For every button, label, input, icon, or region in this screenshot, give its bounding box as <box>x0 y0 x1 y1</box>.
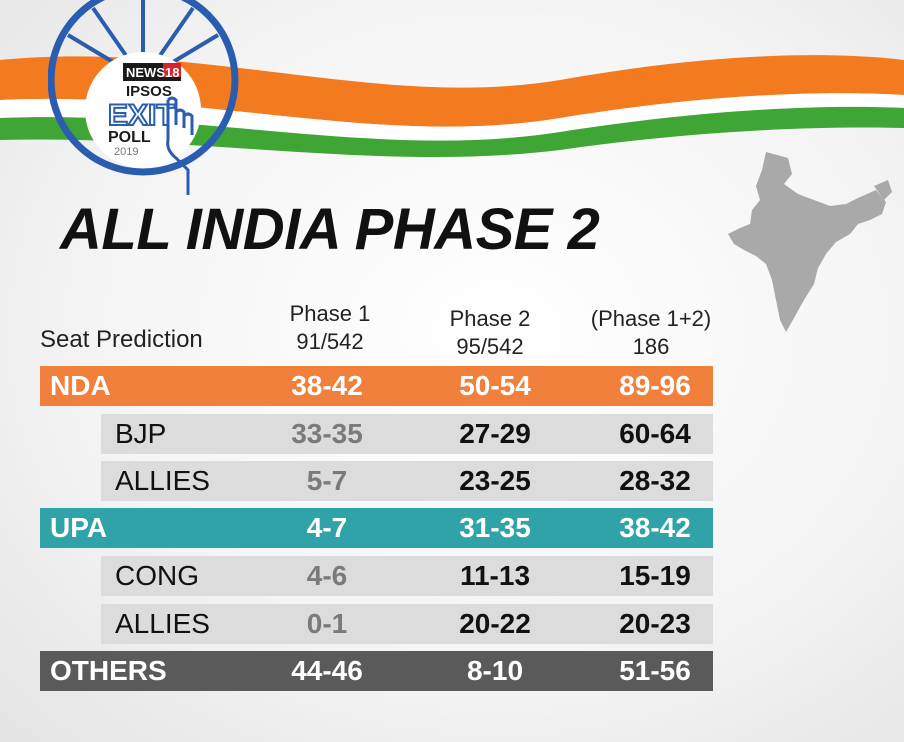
row-label: ALLIES <box>115 465 210 496</box>
phase-2-value: 8-10 <box>466 655 524 686</box>
table-row-upa: UPA 4-7 31-35 38-42 <box>40 508 713 548</box>
table-row-nda: NDA 38-42 50-54 89-96 <box>40 366 713 406</box>
page-title: ALL INDIA PHASE 2 <box>60 197 600 262</box>
phase-1-value: 4-6 <box>306 560 348 591</box>
row-label: NDA <box>50 370 111 401</box>
column-header-phase-2: Phase 2 95/542 <box>405 305 575 361</box>
column-header-name: Phase 1 <box>289 301 371 326</box>
phase-1-value: 0-1 <box>306 608 348 639</box>
phase-2-value: 27-29 <box>459 418 531 449</box>
exit-poll-logo: NEWS18 IPSOS EXIT POLL 2019 <box>47 0 248 200</box>
table-row-cong: CONG 4-6 11-13 15-19 <box>101 556 713 596</box>
column-header-seats: 91/542 <box>296 329 364 354</box>
phase-1-value: 44-46 <box>291 655 363 686</box>
phase-2-value: 23-25 <box>459 465 531 496</box>
table-row-others: OTHERS 44-46 8-10 51-56 <box>40 651 713 691</box>
column-header-name: (Phase 1+2) <box>590 306 712 331</box>
total-value: 20-23 <box>619 608 691 639</box>
phase-2-value: 20-22 <box>459 608 531 639</box>
svg-text:NEWS18: NEWS18 <box>126 65 179 80</box>
phase-1-value: 38-42 <box>291 370 363 401</box>
table-row-nda-allies: ALLIES 5-7 23-25 28-32 <box>101 461 713 501</box>
phase-2-value: 11-13 <box>459 560 531 591</box>
row-label: CONG <box>115 560 199 591</box>
total-value: 89-96 <box>619 370 691 401</box>
row-label: OTHERS <box>50 655 167 686</box>
tricolor-banner <box>0 55 904 158</box>
column-header-phase-1: Phase 1 91/542 <box>245 300 415 356</box>
total-value: 60-64 <box>619 418 691 449</box>
table-row-bjp: BJP 33-35 27-29 60-64 <box>101 414 713 454</box>
svg-text:IPSOS: IPSOS <box>126 83 172 100</box>
svg-text:2019: 2019 <box>114 146 138 158</box>
total-value: 38-42 <box>619 512 691 543</box>
seat-prediction-label: Seat Prediction <box>40 326 203 353</box>
row-label: BJP <box>115 418 167 449</box>
phase-1-value: 5-7 <box>306 465 348 496</box>
row-label: UPA <box>50 512 108 543</box>
column-header-phase-1-2: (Phase 1+2) 186 <box>566 305 736 361</box>
column-header-seats: 95/542 <box>456 334 524 359</box>
phase-2-value: 31-35 <box>459 512 531 543</box>
phase-2-value: 50-54 <box>459 370 531 401</box>
row-label: ALLIES <box>115 608 210 639</box>
total-value: 15-19 <box>619 560 691 591</box>
column-header-seats: 186 <box>632 334 670 359</box>
column-header-name: Phase 2 <box>449 306 531 331</box>
total-value: 51-56 <box>619 655 691 686</box>
phase-1-value: 33-35 <box>291 418 363 449</box>
svg-text:EXIT: EXIT <box>108 99 175 132</box>
india-map <box>728 152 892 332</box>
table-row-upa-allies: ALLIES 0-1 20-22 20-23 <box>101 604 713 644</box>
phase-1-value: 4-7 <box>306 512 348 543</box>
svg-text:POLL: POLL <box>108 129 151 146</box>
total-value: 28-32 <box>619 465 691 496</box>
